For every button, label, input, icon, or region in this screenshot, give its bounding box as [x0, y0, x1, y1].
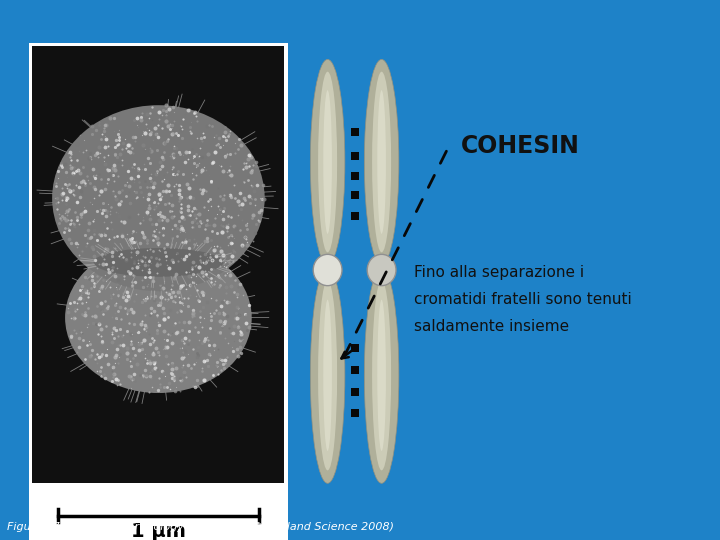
Ellipse shape	[377, 300, 386, 451]
Ellipse shape	[310, 267, 345, 483]
FancyBboxPatch shape	[29, 486, 288, 540]
Ellipse shape	[364, 267, 399, 483]
Ellipse shape	[364, 59, 399, 265]
Ellipse shape	[313, 254, 342, 286]
Ellipse shape	[323, 300, 332, 451]
Text: Figure 17-26  Molecular Biology of the Cell (© Garland Science 2008): Figure 17-26 Molecular Biology of the Ce…	[7, 522, 395, 532]
Ellipse shape	[372, 72, 391, 252]
Text: Fino alla separazione i: Fino alla separazione i	[414, 265, 584, 280]
FancyBboxPatch shape	[32, 46, 284, 483]
Text: saldamente insieme: saldamente insieme	[414, 319, 569, 334]
FancyBboxPatch shape	[29, 43, 288, 486]
Ellipse shape	[310, 59, 345, 265]
Text: 1 μm: 1 μm	[131, 522, 186, 540]
Text: COHESIN: COHESIN	[461, 134, 580, 158]
Ellipse shape	[52, 105, 265, 291]
Ellipse shape	[323, 90, 332, 234]
Ellipse shape	[377, 90, 386, 234]
Ellipse shape	[65, 242, 252, 393]
Text: cromatidi fratelli sono tenuti: cromatidi fratelli sono tenuti	[414, 292, 631, 307]
Ellipse shape	[94, 248, 223, 277]
Ellipse shape	[318, 280, 337, 470]
Ellipse shape	[372, 280, 391, 470]
Ellipse shape	[318, 72, 337, 252]
Ellipse shape	[367, 254, 396, 286]
